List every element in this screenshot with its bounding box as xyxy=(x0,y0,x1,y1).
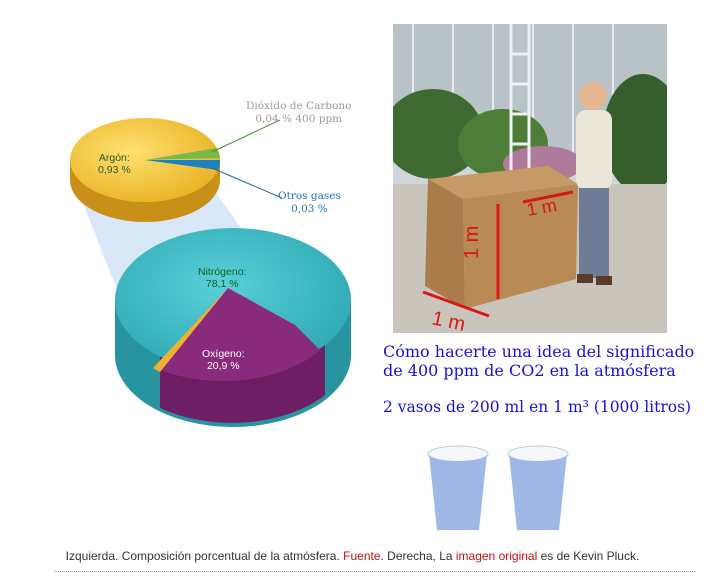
oxygen-value: 20,9 % xyxy=(206,360,240,372)
othergases-label: Otros gases 0,03 % xyxy=(278,190,341,216)
small-pie-co2-slice xyxy=(145,148,220,160)
othergases-leader-line xyxy=(211,167,283,199)
box-side-label: 1 m xyxy=(461,226,483,259)
nitrogen-label: Nitrógeno: 78,1 % xyxy=(198,266,246,290)
box-photo: 1 m 1 m 1 m xyxy=(393,24,667,333)
co2-name: Dióxido de Carbono xyxy=(246,100,352,112)
oxygen-name: Oxígeno: xyxy=(202,348,245,360)
man-jeans xyxy=(579,188,609,278)
subline: 2 vasos de 200 ml en 1 m³ (1000 litros) xyxy=(383,398,692,416)
othergases-value: 0,03 % xyxy=(291,203,328,215)
oxygen-label: Oxígeno: 20,9 % xyxy=(202,348,245,372)
man-head xyxy=(579,82,607,110)
man-shoe-left xyxy=(577,274,593,283)
box-left xyxy=(425,179,465,309)
headline: Cómo hacerte una idea del significado de… xyxy=(383,342,703,380)
argon-value: 0,93 % xyxy=(98,164,131,176)
caption-text-3: es de Kevin Pluck. xyxy=(537,549,640,563)
cup-right xyxy=(509,454,567,530)
box-top xyxy=(428,166,578,199)
othergases-name: Otros gases xyxy=(278,190,341,202)
caption-text-2: . Derecha, La xyxy=(380,549,456,563)
headline-line-1: Cómo hacerte una idea del significado xyxy=(383,342,695,361)
atmosphere-pie-figure: Argón: 0,93 % Dióxido de Carbono 0,04 % … xyxy=(50,90,380,450)
photo-illustration: 1 m 1 m 1 m xyxy=(393,24,667,333)
pie-illustration xyxy=(70,118,351,427)
big-pie-oxygen-slice xyxy=(160,288,320,382)
big-pie-argon-sliver xyxy=(153,288,228,372)
figure-caption: Izquierda. Composición porcentual de la … xyxy=(0,549,705,563)
headline-line-2: de 400 ppm de CO2 en la atmósfera xyxy=(383,361,676,380)
caption-divider xyxy=(55,571,695,572)
cups-svg xyxy=(427,445,569,530)
co2-value: 0,04 % 400 ppm xyxy=(255,113,343,125)
figure-composite: Argón: 0,93 % Dióxido de Carbono 0,04 % … xyxy=(50,24,703,536)
argon-label: Argón: 0,93 % xyxy=(98,152,131,176)
cups-illustration xyxy=(420,444,580,536)
foliage-right xyxy=(603,74,667,194)
co2-leader-line xyxy=(211,119,281,153)
ladder xyxy=(509,24,531,184)
cup-left xyxy=(429,454,487,530)
small-pie-othergases-slice xyxy=(145,160,221,170)
source-link[interactable]: Fuente xyxy=(343,549,381,563)
box-front xyxy=(463,184,578,309)
caption-text-1: Izquierda. Composición porcentual de la … xyxy=(65,549,344,563)
man-shirt xyxy=(576,110,612,190)
argon-name: Argón: xyxy=(98,152,130,164)
foliage-left xyxy=(393,89,483,179)
co2-label: Dióxido de Carbono 0,04 % 400 ppm xyxy=(246,100,351,126)
nitrogen-value: 78,1 % xyxy=(205,278,239,290)
man-shoe-right xyxy=(596,276,612,285)
dimension-arrows xyxy=(422,190,574,318)
nitrogen-name: Nitrógeno: xyxy=(198,266,247,278)
original-image-link[interactable]: imagen original xyxy=(455,549,538,563)
